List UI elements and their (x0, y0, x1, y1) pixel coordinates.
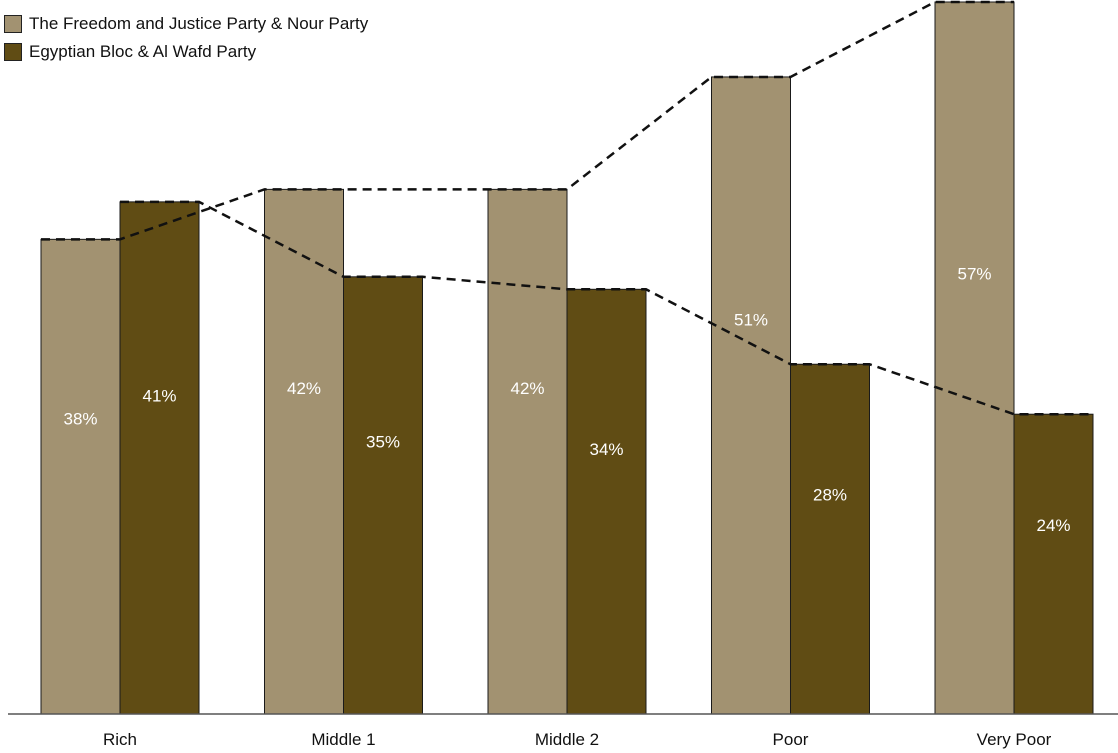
bar-poor-series-0 (711, 76, 791, 715)
bar-rich-series-0 (40, 238, 121, 715)
category-label-middle-2: Middle 2 (535, 730, 599, 749)
data-label-poor-series-1: 28% (813, 486, 847, 505)
category-label-middle-1: Middle 1 (311, 730, 375, 749)
bar-middle-1-series-1 (343, 276, 423, 715)
bar-rich-series-1 (119, 201, 200, 715)
trend-line-series-0 (41, 0, 1014, 241)
data-label-poor-series-0: 51% (734, 310, 768, 329)
data-label-rich-series-1: 41% (142, 387, 176, 406)
data-label-middle-2-series-0: 42% (510, 379, 544, 398)
category-label-rich: Rich (103, 730, 137, 749)
bar-middle-2-series-1 (566, 288, 647, 715)
legend-swatch-freedom-justice-nour (4, 15, 22, 33)
legend-label-freedom-justice-nour: The Freedom and Justice Party & Nour Par… (29, 14, 369, 33)
bar-middle-1-series-0 (264, 188, 344, 715)
bar-very-poor-series-1 (1013, 413, 1094, 715)
data-label-middle-1-series-1: 35% (366, 432, 400, 451)
legend-label-egyptian-bloc-wafd: Egyptian Bloc & Al Wafd Party (29, 42, 257, 61)
trend-line-series-1 (120, 200, 1093, 416)
data-label-middle-2-series-1: 34% (589, 440, 623, 459)
legend-item-freedom-justice-nour: The Freedom and Justice Party & Nour Par… (4, 10, 368, 38)
legend: The Freedom and Justice Party & Nour Par… (4, 10, 368, 66)
data-label-very-poor-series-1: 24% (1036, 516, 1070, 535)
category-label-poor: Poor (773, 730, 809, 749)
bar-middle-2-series-0 (487, 188, 568, 715)
legend-item-egyptian-bloc-wafd: Egyptian Bloc & Al Wafd Party (4, 38, 368, 66)
data-label-middle-1-series-0: 42% (287, 379, 321, 398)
bar-poor-series-1 (790, 363, 870, 715)
category-label-very-poor: Very Poor (977, 730, 1052, 749)
data-label-very-poor-series-0: 57% (957, 265, 991, 284)
data-label-rich-series-0: 38% (63, 409, 97, 428)
legend-swatch-egyptian-bloc-wafd (4, 43, 22, 61)
bar-very-poor-series-0 (934, 1, 1015, 715)
